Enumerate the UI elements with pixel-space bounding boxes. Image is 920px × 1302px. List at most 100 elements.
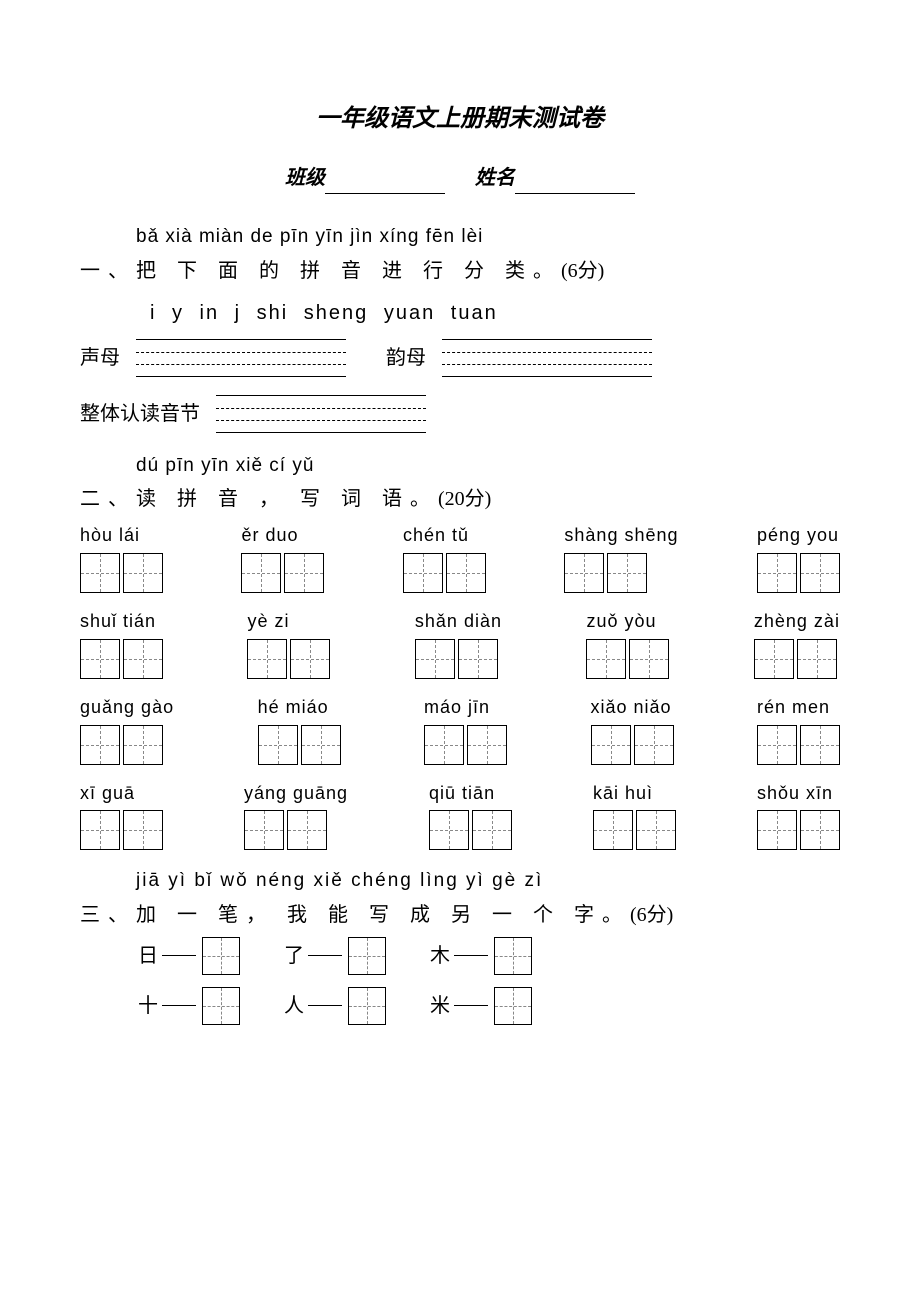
word-boxes bbox=[80, 810, 163, 850]
word-group: qiū tiān bbox=[429, 779, 512, 851]
tianzi-box[interactable] bbox=[80, 810, 120, 850]
q1-pinyin: bǎ xià miàn de pīn yīn jìn xíng fēn lèi bbox=[136, 222, 840, 252]
q3-dash bbox=[308, 1005, 342, 1006]
tianzi-box[interactable] bbox=[247, 639, 287, 679]
tianzi-box[interactable] bbox=[244, 810, 284, 850]
tianzi-box[interactable] bbox=[123, 553, 163, 593]
q3-char: 人 bbox=[284, 990, 304, 1022]
tianzi-box[interactable] bbox=[494, 987, 532, 1025]
word-boxes bbox=[429, 810, 512, 850]
tianzi-box[interactable] bbox=[754, 639, 794, 679]
tianzi-box[interactable] bbox=[494, 937, 532, 975]
tianzi-box[interactable] bbox=[800, 725, 840, 765]
tianzi-box[interactable] bbox=[301, 725, 341, 765]
tianzi-box[interactable] bbox=[472, 810, 512, 850]
tianzi-box[interactable] bbox=[123, 639, 163, 679]
tianzi-box[interactable] bbox=[80, 639, 120, 679]
tianzi-box[interactable] bbox=[634, 725, 674, 765]
q3-dash bbox=[162, 1005, 196, 1006]
tianzi-box[interactable] bbox=[348, 987, 386, 1025]
tianzi-box[interactable] bbox=[241, 553, 281, 593]
q2-text: 读 拼 音 ， 写 词 语。 bbox=[136, 488, 438, 510]
word-group: kāi huì bbox=[593, 779, 676, 851]
tianzi-box[interactable] bbox=[202, 987, 240, 1025]
shengmu-blank[interactable] bbox=[136, 339, 346, 377]
word-group: guǎng gào bbox=[80, 693, 174, 765]
word-boxes bbox=[244, 810, 327, 850]
tianzi-box[interactable] bbox=[80, 553, 120, 593]
word-pinyin: shuǐ tián bbox=[80, 607, 156, 636]
tianzi-box[interactable] bbox=[629, 639, 669, 679]
tianzi-box[interactable] bbox=[800, 553, 840, 593]
word-group: chén tǔ bbox=[403, 521, 486, 593]
tianzi-box[interactable] bbox=[80, 725, 120, 765]
word-pinyin: ěr duo bbox=[241, 521, 298, 550]
tianzi-box[interactable] bbox=[757, 553, 797, 593]
tianzi-box[interactable] bbox=[757, 810, 797, 850]
word-boxes bbox=[757, 810, 840, 850]
tianzi-box[interactable] bbox=[123, 725, 163, 765]
tianzi-box[interactable] bbox=[591, 725, 631, 765]
tianzi-box[interactable] bbox=[797, 639, 837, 679]
word-boxes bbox=[593, 810, 676, 850]
q3-row: 十人米 bbox=[138, 987, 840, 1025]
word-group: xiǎo niǎo bbox=[591, 693, 674, 765]
tianzi-box[interactable] bbox=[467, 725, 507, 765]
word-pinyin: shàng shēng bbox=[564, 521, 678, 550]
q1-shengmu-row: 声母 韵母 bbox=[80, 339, 840, 377]
word-boxes bbox=[424, 725, 507, 765]
word-pinyin: yè zi bbox=[247, 607, 289, 636]
word-group: ěr duo bbox=[241, 521, 324, 593]
q3-item: 木 bbox=[430, 937, 532, 975]
word-group: zuǒ yòu bbox=[586, 607, 669, 679]
tianzi-box[interactable] bbox=[429, 810, 469, 850]
q3-char: 十 bbox=[138, 990, 158, 1022]
tianzi-box[interactable] bbox=[593, 810, 633, 850]
tianzi-box[interactable] bbox=[586, 639, 626, 679]
q3-prefix: 三、 bbox=[80, 904, 136, 926]
word-group: máo jīn bbox=[424, 693, 507, 765]
yunmu-blank[interactable] bbox=[442, 339, 652, 377]
tianzi-box[interactable] bbox=[636, 810, 676, 850]
word-group: yáng guāng bbox=[244, 779, 348, 851]
tianzi-box[interactable] bbox=[800, 810, 840, 850]
word-boxes bbox=[80, 725, 163, 765]
word-pinyin: xī guā bbox=[80, 779, 135, 808]
name-blank[interactable] bbox=[515, 173, 635, 194]
tianzi-box[interactable] bbox=[284, 553, 324, 593]
tianzi-box[interactable] bbox=[458, 639, 498, 679]
tianzi-box[interactable] bbox=[757, 725, 797, 765]
word-pinyin: péng you bbox=[757, 521, 839, 550]
word-boxes bbox=[241, 553, 324, 593]
tianzi-box[interactable] bbox=[123, 810, 163, 850]
word-pinyin: zhèng zài bbox=[754, 607, 840, 636]
tianzi-box[interactable] bbox=[424, 725, 464, 765]
zhengti-label: 整体认读音节 bbox=[80, 398, 200, 430]
tianzi-box[interactable] bbox=[446, 553, 486, 593]
q3-item: 人 bbox=[284, 987, 386, 1025]
q3-dash bbox=[308, 955, 342, 956]
q3-char: 日 bbox=[138, 940, 158, 972]
word-row: xī guā yáng guāng qiū tiān kāi huì shǒu xīn bbox=[80, 779, 840, 851]
tianzi-box[interactable] bbox=[607, 553, 647, 593]
tianzi-box[interactable] bbox=[287, 810, 327, 850]
q3-pinyin: jiā yì bǐ wǒ néng xiě chéng lìng yì gè z… bbox=[136, 866, 840, 896]
zhengti-blank[interactable] bbox=[216, 395, 426, 433]
tianzi-box[interactable] bbox=[258, 725, 298, 765]
word-boxes bbox=[80, 639, 163, 679]
q3-item: 了 bbox=[284, 937, 386, 975]
tianzi-box[interactable] bbox=[564, 553, 604, 593]
class-blank[interactable] bbox=[325, 173, 445, 194]
word-boxes bbox=[80, 553, 163, 593]
word-group: hòu lái bbox=[80, 521, 163, 593]
tianzi-box[interactable] bbox=[290, 639, 330, 679]
word-group: péng you bbox=[757, 521, 840, 593]
tianzi-box[interactable] bbox=[202, 937, 240, 975]
tianzi-box[interactable] bbox=[415, 639, 455, 679]
tianzi-box[interactable] bbox=[403, 553, 443, 593]
q1-items: i y in j shi sheng yuan tuan bbox=[150, 297, 840, 329]
tianzi-box[interactable] bbox=[348, 937, 386, 975]
word-group: shǒu xīn bbox=[757, 779, 840, 851]
q3-dash bbox=[162, 955, 196, 956]
word-pinyin: zuǒ yòu bbox=[586, 607, 656, 636]
